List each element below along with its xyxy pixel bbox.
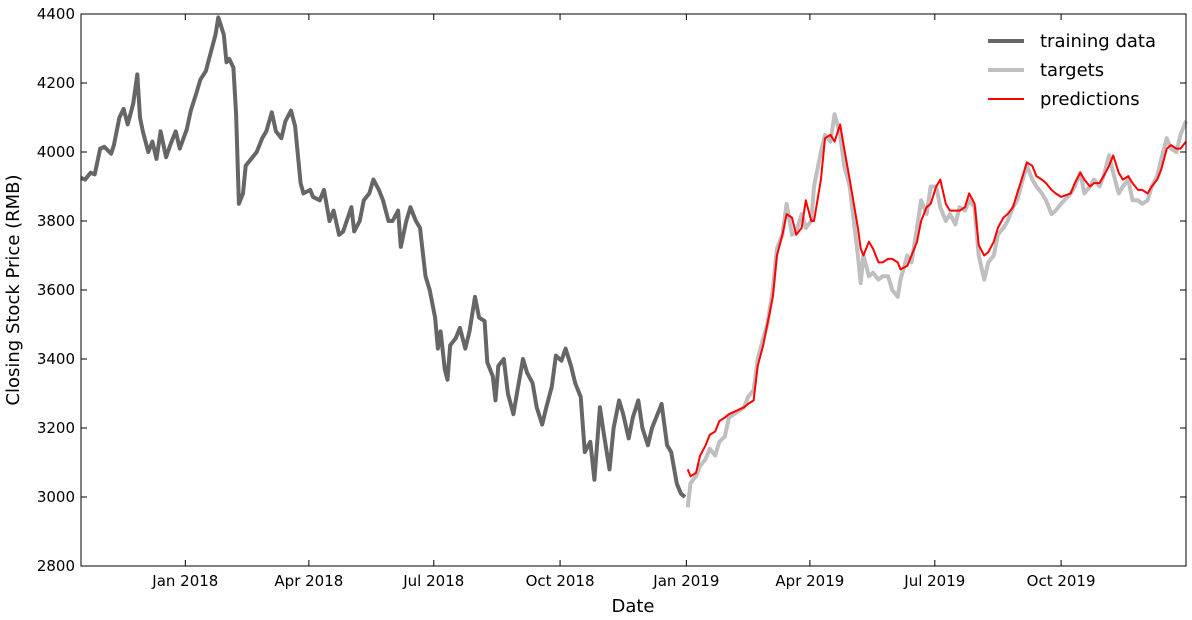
y-tick-label: 3000 — [37, 488, 75, 506]
legend: training data targets predictions — [988, 31, 1156, 110]
y-tick-label: 4000 — [37, 143, 75, 161]
y-tick-label: 4400 — [37, 5, 75, 23]
y-tick-label: 3200 — [37, 419, 75, 437]
series-line-training-data — [80, 15, 687, 499]
series-line-targets — [685, 112, 1188, 508]
y-tick-label: 3400 — [37, 350, 75, 368]
x-tick-label: Apr 2018 — [274, 572, 343, 590]
x-tick-label: Oct 2018 — [526, 572, 595, 590]
x-tick-label: Jan 2019 — [652, 572, 719, 590]
plot-area: 2800 3000 3200 3400 3600 3800 4000 4200 4400 Jan … — [37, 5, 1188, 590]
y-tick-label: 3800 — [37, 212, 75, 230]
x-tick-label: Jul 2018 — [402, 572, 464, 590]
y-axis-title: Closing Stock Price (RMB) — [3, 174, 24, 405]
y-tick-label: 2800 — [37, 557, 75, 575]
legend-label-training-data: training data — [1040, 31, 1156, 52]
y-tick-label: 4200 — [37, 74, 75, 92]
x-tick-label: Apr 2019 — [775, 572, 844, 590]
x-axis-title: Date — [611, 596, 654, 617]
legend-label-targets: targets — [1040, 60, 1104, 81]
legend-label-predictions: predictions — [1040, 89, 1140, 110]
y-tick-label: 3600 — [37, 281, 75, 299]
x-tick-label: Oct 2019 — [1027, 572, 1096, 590]
series-line-predictions — [686, 123, 1187, 478]
x-tick-label: Jul 2019 — [903, 572, 965, 590]
x-tick-label: Jan 2018 — [151, 572, 218, 590]
plot-frame — [80, 13, 1187, 567]
